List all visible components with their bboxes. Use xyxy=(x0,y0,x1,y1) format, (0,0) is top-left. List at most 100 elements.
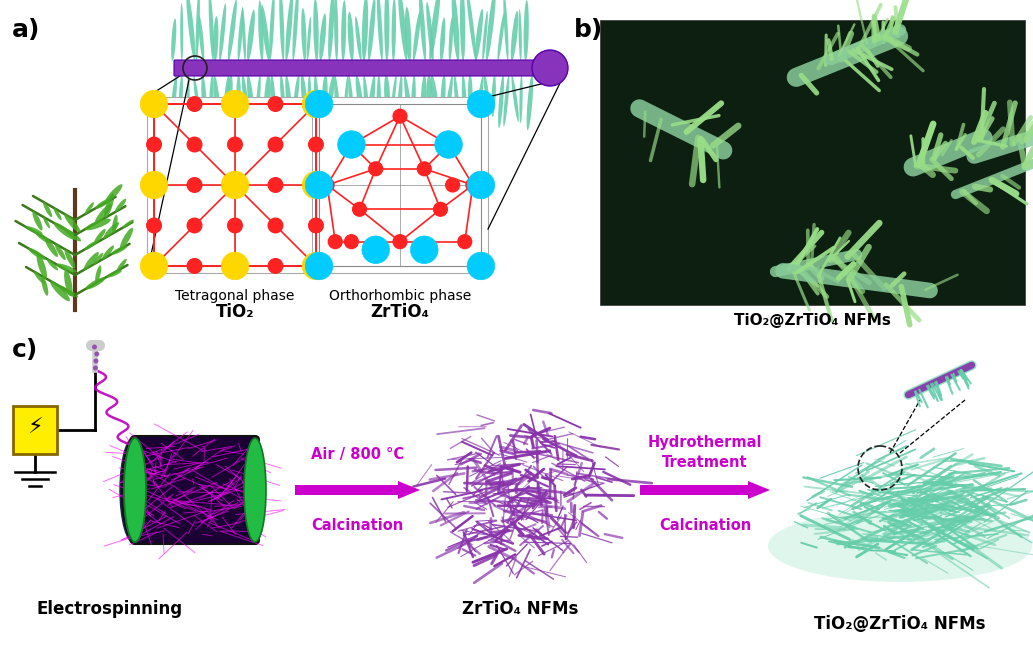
Ellipse shape xyxy=(420,75,427,123)
Ellipse shape xyxy=(411,75,415,129)
Ellipse shape xyxy=(242,75,248,112)
Circle shape xyxy=(221,171,249,199)
Ellipse shape xyxy=(520,75,523,123)
Circle shape xyxy=(94,351,99,356)
Ellipse shape xyxy=(32,211,42,231)
Ellipse shape xyxy=(228,0,237,61)
Text: Hydrothermal: Hydrothermal xyxy=(648,435,762,450)
Circle shape xyxy=(345,235,358,249)
Ellipse shape xyxy=(511,75,519,122)
Ellipse shape xyxy=(41,276,49,296)
Ellipse shape xyxy=(475,9,483,61)
Ellipse shape xyxy=(247,75,255,128)
Ellipse shape xyxy=(193,75,201,129)
Ellipse shape xyxy=(198,15,205,61)
Ellipse shape xyxy=(498,75,504,128)
Circle shape xyxy=(187,137,201,152)
Circle shape xyxy=(269,97,283,111)
Ellipse shape xyxy=(348,75,354,131)
Text: TiO₂@ZrTiO₄ NFMs: TiO₂@ZrTiO₄ NFMs xyxy=(814,615,985,633)
Circle shape xyxy=(345,137,358,152)
Ellipse shape xyxy=(355,75,365,126)
Ellipse shape xyxy=(427,2,434,61)
Ellipse shape xyxy=(368,0,376,61)
Ellipse shape xyxy=(355,16,362,61)
Circle shape xyxy=(227,218,243,233)
Ellipse shape xyxy=(293,75,300,111)
Ellipse shape xyxy=(85,202,94,215)
Circle shape xyxy=(93,358,98,364)
Ellipse shape xyxy=(54,208,62,220)
Text: Air / 800 °C: Air / 800 °C xyxy=(311,447,404,462)
Ellipse shape xyxy=(213,16,218,61)
FancyBboxPatch shape xyxy=(13,406,57,454)
Circle shape xyxy=(269,259,283,273)
Ellipse shape xyxy=(348,12,354,61)
Ellipse shape xyxy=(468,75,472,112)
Circle shape xyxy=(466,178,479,192)
Ellipse shape xyxy=(112,245,127,254)
Ellipse shape xyxy=(64,269,72,296)
Ellipse shape xyxy=(258,1,263,61)
Text: TiO₂: TiO₂ xyxy=(216,303,254,321)
Ellipse shape xyxy=(84,252,99,270)
Text: TiO₂@ZrTiO₄ NFMs: TiO₂@ZrTiO₄ NFMs xyxy=(734,313,890,328)
Ellipse shape xyxy=(103,222,119,239)
Ellipse shape xyxy=(64,229,81,241)
Circle shape xyxy=(369,162,382,176)
Ellipse shape xyxy=(431,75,438,114)
Ellipse shape xyxy=(64,214,81,232)
Circle shape xyxy=(92,345,97,349)
Ellipse shape xyxy=(124,438,146,542)
Ellipse shape xyxy=(261,5,270,61)
Ellipse shape xyxy=(43,217,50,228)
Circle shape xyxy=(328,235,342,249)
Ellipse shape xyxy=(54,222,76,240)
Text: Orthorhombic phase: Orthorhombic phase xyxy=(328,289,471,303)
Circle shape xyxy=(187,218,201,233)
Ellipse shape xyxy=(86,277,105,290)
Circle shape xyxy=(467,252,495,280)
Ellipse shape xyxy=(244,438,267,542)
Circle shape xyxy=(338,131,366,158)
Circle shape xyxy=(147,137,161,152)
Ellipse shape xyxy=(453,75,460,125)
FancyBboxPatch shape xyxy=(131,436,259,544)
Text: Calcination: Calcination xyxy=(311,518,404,533)
Circle shape xyxy=(303,171,330,199)
Ellipse shape xyxy=(222,75,229,135)
Circle shape xyxy=(221,90,249,118)
Ellipse shape xyxy=(115,199,126,212)
FancyBboxPatch shape xyxy=(147,97,323,273)
Ellipse shape xyxy=(94,229,105,244)
FancyBboxPatch shape xyxy=(174,60,536,76)
Ellipse shape xyxy=(270,0,275,61)
Ellipse shape xyxy=(255,75,260,122)
Ellipse shape xyxy=(285,75,292,131)
Circle shape xyxy=(352,202,367,216)
Circle shape xyxy=(303,252,330,280)
Ellipse shape xyxy=(201,75,208,134)
Circle shape xyxy=(442,137,456,152)
Ellipse shape xyxy=(186,0,195,61)
Ellipse shape xyxy=(476,75,483,120)
Ellipse shape xyxy=(95,198,112,209)
Ellipse shape xyxy=(34,271,45,284)
Ellipse shape xyxy=(64,249,75,268)
Circle shape xyxy=(187,259,201,273)
Ellipse shape xyxy=(519,9,522,61)
Circle shape xyxy=(140,252,167,280)
Circle shape xyxy=(221,252,249,280)
FancyBboxPatch shape xyxy=(295,485,398,495)
Ellipse shape xyxy=(313,0,319,61)
Ellipse shape xyxy=(384,0,389,61)
Circle shape xyxy=(394,109,407,123)
Ellipse shape xyxy=(427,75,432,116)
Ellipse shape xyxy=(301,75,307,111)
Circle shape xyxy=(434,202,447,216)
Circle shape xyxy=(227,137,243,152)
Ellipse shape xyxy=(102,245,114,260)
Circle shape xyxy=(306,90,333,118)
Ellipse shape xyxy=(334,75,341,133)
Circle shape xyxy=(140,90,167,118)
